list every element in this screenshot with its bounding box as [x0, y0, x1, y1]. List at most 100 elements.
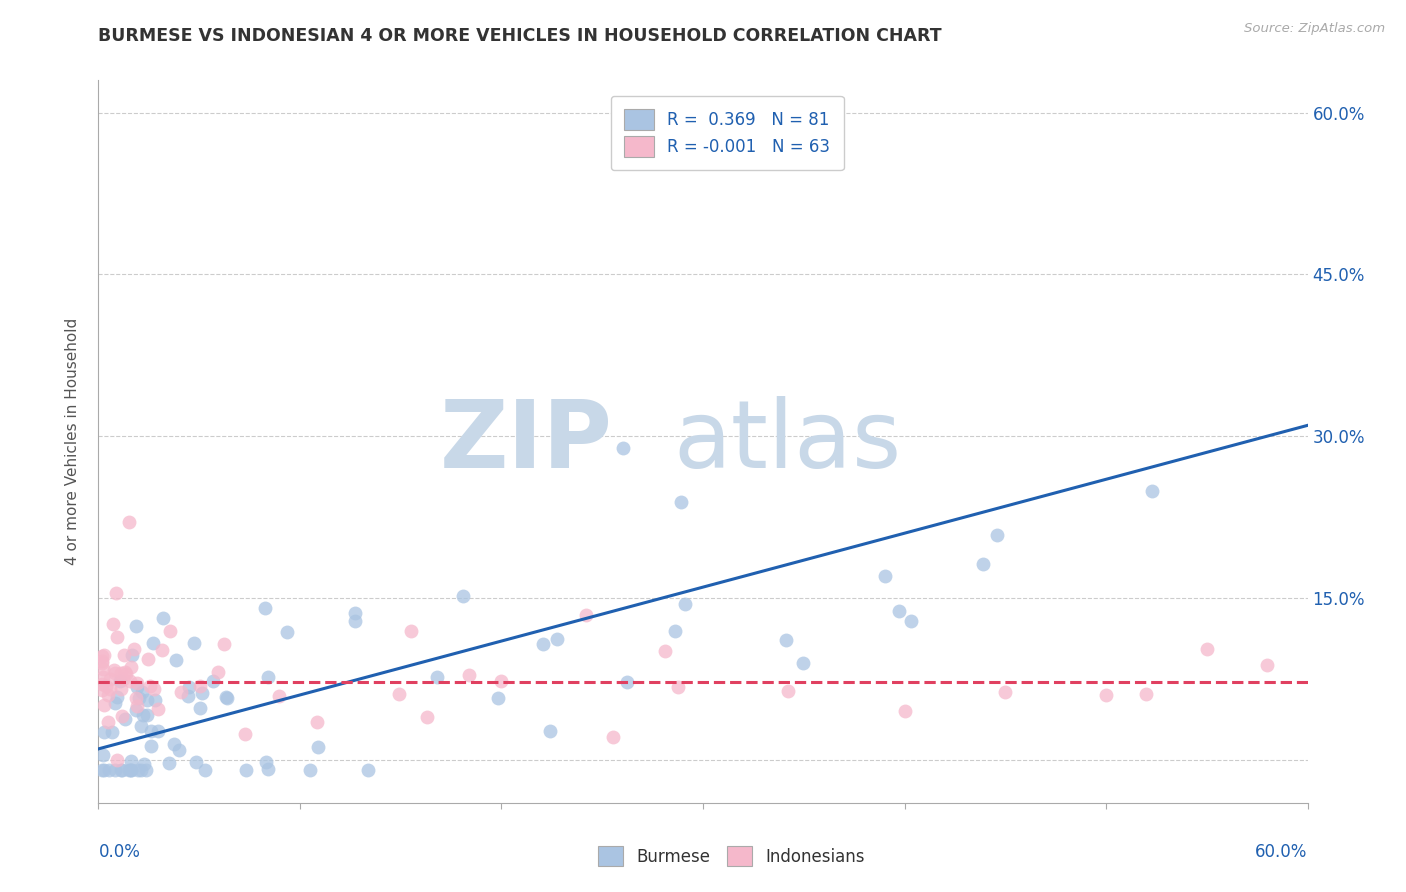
Point [775, 632, 797, 647]
Point [103, 663, 125, 677]
Point [114, 712, 136, 726]
Point [127, 680, 149, 694]
Point [207, 665, 229, 680]
Point [105, 630, 128, 644]
Point [215, 690, 238, 705]
Point [136, 693, 159, 707]
Point [105, 753, 128, 767]
Text: BURMESE VS INDONESIAN 4 OR MORE VEHICLES IN HOUSEHOLD CORRELATION CHART: BURMESE VS INDONESIAN 4 OR MORE VEHICLES… [98, 27, 942, 45]
Point [165, 652, 187, 666]
Point [612, 441, 634, 455]
Text: ZIP: ZIP [440, 395, 613, 488]
Point [666, 680, 689, 694]
Point [307, 740, 329, 755]
Point [105, 690, 128, 704]
Point [98, 672, 121, 686]
Point [873, 569, 896, 583]
Point [97, 764, 120, 778]
Point [93, 698, 115, 713]
Point [889, 604, 911, 618]
Point [159, 624, 181, 638]
Point [125, 618, 148, 632]
Point [127, 676, 149, 690]
Legend: Burmese, Indonesians: Burmese, Indonesians [589, 838, 873, 875]
Point [136, 652, 159, 666]
Point [986, 527, 1008, 541]
Point [135, 764, 157, 778]
Point [98, 682, 121, 697]
Point [104, 764, 127, 778]
Point [1140, 483, 1163, 498]
Point [93, 764, 115, 778]
Point [91, 648, 114, 663]
Point [669, 495, 692, 509]
Point [118, 673, 141, 688]
Point [972, 557, 994, 571]
Point [148, 702, 170, 716]
Point [163, 737, 186, 751]
Point [792, 656, 814, 670]
Point [215, 691, 238, 706]
Point [177, 681, 200, 695]
Point [356, 764, 378, 778]
Point [136, 707, 159, 722]
Point [664, 624, 686, 638]
Point [157, 756, 180, 771]
Point [186, 756, 208, 770]
Point [177, 690, 200, 704]
Point [139, 724, 162, 739]
Point [111, 764, 134, 778]
Point [538, 723, 561, 738]
Point [602, 730, 624, 744]
Point [128, 690, 150, 705]
Point [134, 757, 156, 772]
Point [235, 764, 257, 778]
Point [188, 700, 211, 714]
Point [546, 632, 568, 646]
Point [212, 637, 235, 651]
Point [416, 710, 439, 724]
Point [489, 674, 512, 689]
Point [120, 660, 142, 674]
Point [616, 674, 638, 689]
Point [453, 590, 475, 604]
Point [120, 764, 142, 778]
Point [91, 656, 114, 670]
Point [778, 684, 800, 698]
Point [269, 689, 291, 703]
Point [194, 764, 217, 778]
Point [486, 690, 509, 705]
Point [125, 690, 148, 705]
Point [142, 682, 165, 697]
Point [150, 643, 173, 657]
Point [401, 624, 423, 639]
Point [115, 667, 138, 681]
Point [105, 585, 128, 599]
Point [139, 679, 162, 693]
Point [457, 668, 479, 682]
Point [111, 708, 134, 723]
Point [91, 682, 114, 697]
Point [93, 648, 115, 662]
Point [654, 644, 676, 658]
Text: 0.0%: 0.0% [98, 843, 141, 861]
Point [129, 764, 152, 778]
Point [131, 685, 153, 699]
Point [233, 727, 256, 741]
Point [110, 682, 132, 697]
Point [276, 625, 298, 640]
Point [129, 718, 152, 732]
Point [183, 636, 205, 650]
Point [1256, 658, 1278, 673]
Point [112, 673, 135, 687]
Point [188, 679, 211, 693]
Text: 60.0%: 60.0% [1256, 843, 1308, 861]
Point [426, 670, 449, 684]
Point [91, 764, 114, 778]
Point [531, 637, 554, 651]
Point [93, 725, 115, 739]
Point [893, 704, 915, 718]
Point [124, 642, 146, 657]
Point [94, 680, 117, 694]
Point [91, 677, 114, 691]
